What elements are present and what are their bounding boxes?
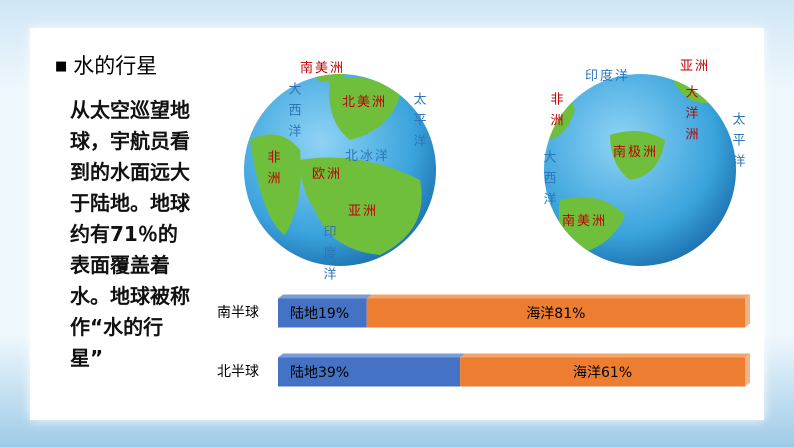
bar-side <box>745 294 750 328</box>
value-label: 陆地19% <box>290 306 349 322</box>
category-label: 北半球 <box>217 364 259 380</box>
globe-label: 大西洋 <box>286 82 302 145</box>
body-text: 从太空巡望地球，宇航员看到的水面远大于陆地。地球约有71％的表面覆盖着水。地球被… <box>70 98 190 370</box>
value-label: 海洋81% <box>526 306 585 322</box>
bar-top <box>366 294 750 299</box>
bar-side <box>745 353 750 387</box>
bar-top <box>460 353 750 358</box>
globe-label: 非洲 <box>548 92 564 134</box>
globe-label: 北冰洋 <box>345 149 390 164</box>
globe-label: 印度洋 <box>321 225 337 288</box>
globe-label: 太平洋 <box>411 92 427 155</box>
bar-top <box>278 294 372 299</box>
value-label: 陆地39% <box>290 365 349 381</box>
globe-label: 南美洲 <box>562 213 607 229</box>
bar-segment <box>278 357 461 387</box>
globe-label: 大洋洲 <box>683 85 699 148</box>
bar-segment <box>278 298 367 328</box>
value-label: 海洋61% <box>573 365 632 381</box>
globe-label: 印度洋 <box>585 68 630 84</box>
heading: 水的行星 <box>55 50 157 80</box>
bar-segment <box>460 357 745 387</box>
globe-label: 南美洲 <box>300 60 345 76</box>
globe-label: 南极洲 <box>613 144 658 160</box>
globe-label: 亚洲 <box>680 59 710 74</box>
globe-label: 太平洋 <box>730 112 746 175</box>
globe-label: 大西洋 <box>541 150 557 213</box>
category-label: 南半球 <box>217 305 259 321</box>
globe-label: 北美洲 <box>342 95 387 110</box>
bar-top <box>278 353 466 358</box>
globe-label: 非洲 <box>265 150 281 192</box>
globe-label: 亚洲 <box>348 204 378 219</box>
globe-label: 欧洲 <box>312 167 342 182</box>
bar-segment <box>366 298 745 328</box>
